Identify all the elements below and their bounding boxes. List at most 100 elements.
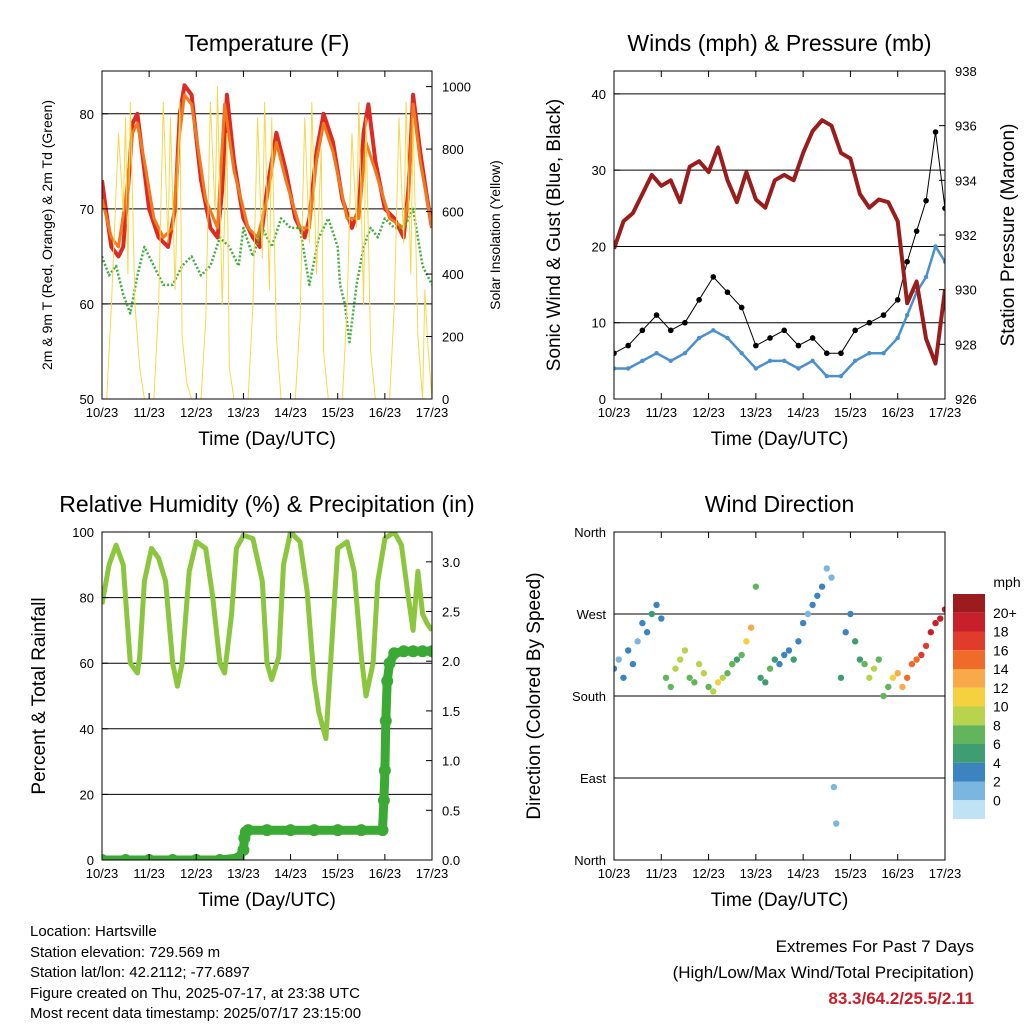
plot-frame xyxy=(101,531,433,861)
wind_gust-point xyxy=(753,342,759,349)
direction-point xyxy=(932,619,939,627)
wind_gust-point xyxy=(781,327,788,334)
direction-point xyxy=(899,683,906,691)
x-tick-label: 12/23 xyxy=(180,866,213,881)
direction-point xyxy=(799,619,807,627)
wind_speed-point xyxy=(796,366,801,371)
elevation-text: Station elevation: 729.569 m xyxy=(30,943,221,961)
wind_gust-point xyxy=(795,342,802,349)
direction-point xyxy=(733,656,741,663)
direction-point xyxy=(762,679,769,686)
wind_speed-point xyxy=(725,335,730,341)
x-tick-label: 10/23 xyxy=(86,405,119,420)
y-tick-label: 30 xyxy=(592,163,606,178)
colorbar-swatch xyxy=(953,650,985,669)
y-tick-label-right: 930 xyxy=(955,283,977,298)
direction-point xyxy=(714,679,722,686)
wind_gust-line xyxy=(614,131,945,354)
y-tick-label-right: 3.0 xyxy=(442,555,460,570)
colorbar-swatch xyxy=(953,781,985,801)
direction-point xyxy=(856,656,864,663)
wind_gust-point xyxy=(823,350,830,357)
direction-point xyxy=(937,615,944,622)
y-tick-label: 60 xyxy=(80,297,94,312)
colorbar-title: mph xyxy=(993,574,1020,590)
recent-data-text: Most recent data timestamp: 2025/07/17 2… xyxy=(30,1005,362,1022)
wind_speed-point xyxy=(942,259,945,264)
colorbar-swatch xyxy=(953,762,985,782)
panel-title: Relative Humidity (%) & Precipitation (i… xyxy=(59,491,474,517)
x-tick-label: 13/23 xyxy=(227,405,260,420)
y-tick-label: 20 xyxy=(80,787,94,802)
wind_speed-point xyxy=(640,358,645,364)
direction-point xyxy=(781,651,788,659)
direction-point xyxy=(861,660,868,668)
wind_gust-point xyxy=(696,297,702,303)
direction-point xyxy=(809,601,816,609)
y-tick-label-right: 400 xyxy=(442,267,464,282)
created-text: Figure created on Thu, 2025-07-17, at 23… xyxy=(30,984,360,1002)
y-tick-label: 0 xyxy=(599,392,606,407)
direction-point xyxy=(729,660,736,668)
x-tick-label: 14/23 xyxy=(787,405,820,420)
wind_gust-point xyxy=(932,129,939,135)
wind_gust-point xyxy=(738,304,745,311)
direction-point xyxy=(738,651,745,659)
y-tick-label: 40 xyxy=(592,87,606,102)
wind_speed-point xyxy=(782,358,787,364)
direction-point xyxy=(908,660,916,668)
direction-point xyxy=(615,656,622,663)
direction-point xyxy=(903,674,911,681)
colorbar-label: 20+ xyxy=(993,605,1017,621)
direction-point xyxy=(766,665,774,672)
y-tick-label: 40 xyxy=(80,722,94,737)
direction-point xyxy=(941,606,945,613)
wind_speed-point xyxy=(852,358,858,364)
wind_gust-point xyxy=(880,312,887,318)
colorbar-swatch xyxy=(953,706,985,726)
extremes-values: 83.3/64.2/25.5/2.11 xyxy=(828,989,974,1008)
y-axis-label: Percent & Total Rainfall xyxy=(29,597,50,794)
y-axis-label-right: Solar Insolation (Yellow) xyxy=(487,160,503,310)
colorbar-label: 10 xyxy=(993,699,1009,715)
x-tick-label: 16/23 xyxy=(369,866,402,881)
y-tick-label-right: 0.5 xyxy=(442,803,460,818)
x-tick-label: 12/23 xyxy=(692,866,725,881)
y-tick-label-right: 1.0 xyxy=(442,754,460,769)
colorbar-swatch xyxy=(953,725,985,744)
direction-point xyxy=(653,601,660,609)
direction-point xyxy=(724,670,731,677)
direction-point xyxy=(643,629,651,636)
panel-title: Temperature (F) xyxy=(185,30,350,56)
extremes-box: Extremes For Past 7 Days (High/Low/Max W… xyxy=(673,934,974,1012)
extremes-subtitle: (High/Low/Max Wind/Total Precipitation) xyxy=(672,963,974,982)
x-axis-label: Time (Day/UTC) xyxy=(198,890,336,911)
x-axis-label: Time (Day/UTC) xyxy=(711,429,849,450)
wind_gust-point xyxy=(809,335,816,341)
colorbar-swatch xyxy=(953,631,985,651)
wind_gust-point xyxy=(913,228,920,234)
y-axis-label: 2m & 9m T (Red, Orange) & 2m Td (Green) xyxy=(39,100,55,370)
wind_gust-point xyxy=(653,312,660,318)
wind_speed-point xyxy=(838,373,844,379)
wind_speed-point xyxy=(625,366,631,371)
y-tick-label-right: 934 xyxy=(955,173,977,188)
wind_gust-point xyxy=(866,319,873,326)
series-group xyxy=(614,565,945,827)
direction-point xyxy=(851,638,859,645)
x-tick-label: 15/23 xyxy=(834,866,867,881)
direction-point xyxy=(743,638,750,645)
y-tick-label-right: 1000 xyxy=(442,80,471,95)
x-tick-label: 13/23 xyxy=(740,866,773,881)
wind_gust-point xyxy=(852,327,858,334)
wind_direction-panel: 10/23 11/23 12/23 13/23 14/23 15/23 16/23 17/23… xyxy=(524,491,1021,911)
direction-point xyxy=(842,629,849,636)
y-tick-label: West xyxy=(577,607,607,622)
y-tick-label-right: 0 xyxy=(442,392,449,407)
direction-point xyxy=(830,783,838,791)
colorbar-label: 18 xyxy=(993,624,1009,640)
wind_gust-point xyxy=(724,289,731,296)
y-tick-label-right: 200 xyxy=(442,330,464,345)
y-tick-label-right: 928 xyxy=(955,337,977,352)
x-tick-label: 11/23 xyxy=(645,866,677,881)
